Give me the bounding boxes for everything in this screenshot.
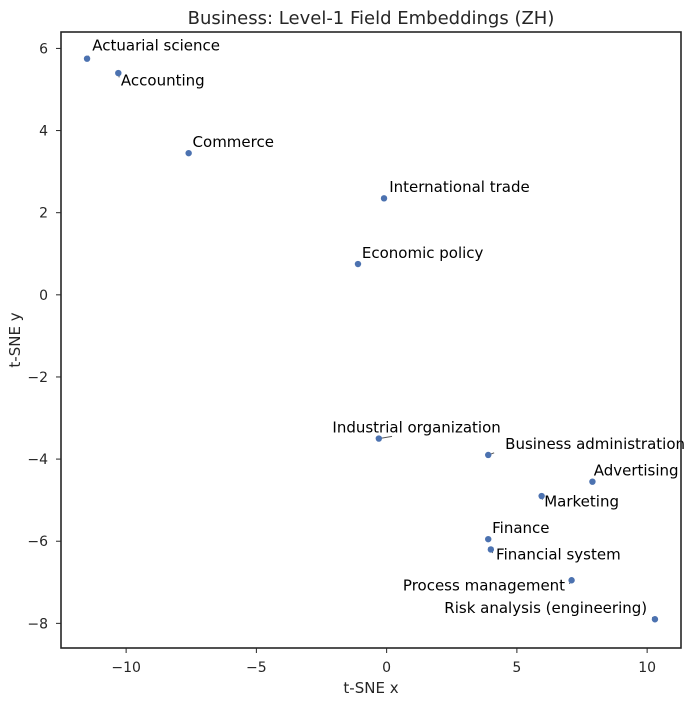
data-point [651, 616, 659, 623]
y-tick-label: −8 [27, 616, 48, 632]
data-point [83, 55, 91, 62]
plot-frame [60, 31, 682, 649]
data-point [115, 69, 122, 77]
y-tick-label: −4 [27, 452, 48, 468]
y-tick-label: 0 [39, 288, 48, 304]
chart-title: Business: Level-1 Field Embeddings (ZH) [188, 8, 555, 29]
point-label: Advertising [594, 462, 679, 480]
y-axis: −8 −6 −4 −2 0 2 4 6 [27, 41, 61, 632]
point-label: Finance [492, 519, 549, 537]
x-tick-label: −5 [246, 660, 267, 676]
data-point [589, 478, 596, 485]
chart-marks: Actuarial science Accounting Commerce Inter… [83, 36, 685, 623]
data-point [568, 577, 575, 584]
point-label: Business administration [505, 435, 685, 453]
x-tick-label: 5 [512, 660, 521, 676]
y-tick-label: 6 [39, 41, 48, 57]
point-label: Accounting [121, 71, 205, 89]
point-label: Financial system [496, 546, 621, 564]
point-label: Actuarial science [92, 36, 220, 54]
data-point [354, 260, 362, 268]
y-tick-label: 4 [39, 124, 48, 140]
data-point [375, 435, 383, 442]
point-label: Marketing [544, 492, 619, 510]
point-label: Economic policy [362, 244, 484, 262]
x-axis-label: t-SNE x [343, 679, 398, 697]
y-tick-label: 2 [39, 206, 48, 222]
point-label: International trade [389, 178, 530, 196]
data-point [538, 492, 545, 500]
point-label: Process management [403, 577, 565, 595]
point-label: Commerce [193, 133, 274, 151]
point-label: Risk analysis (engineering) [444, 599, 647, 617]
data-point [487, 546, 495, 553]
x-tick-label: 10 [638, 660, 656, 676]
y-axis-label: t-SNE y [6, 312, 24, 367]
x-tick-label: −10 [111, 660, 141, 676]
data-point [185, 149, 192, 157]
x-tick-label: 0 [382, 660, 391, 676]
point-label: Industrial organization [332, 418, 500, 436]
y-tick-label: −6 [27, 534, 48, 550]
data-point [485, 535, 492, 543]
x-axis: −10 −5 0 5 10 [111, 648, 656, 676]
data-point [380, 195, 388, 202]
data-point [485, 451, 492, 459]
y-tick-label: −2 [27, 370, 48, 386]
